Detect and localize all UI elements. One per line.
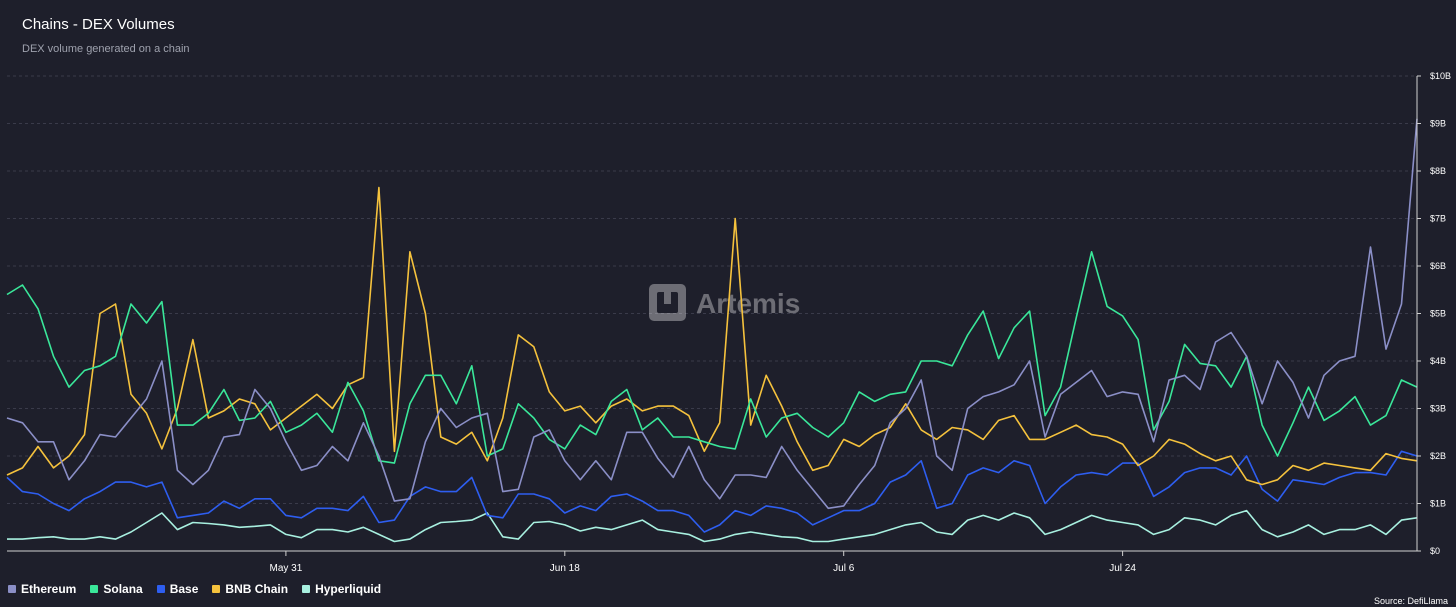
legend-swatch xyxy=(302,585,311,593)
legend-item-bnb-chain[interactable]: BNB Chain xyxy=(212,582,288,596)
watermark-text: Artemis xyxy=(696,288,800,319)
series-line-hyperliquid xyxy=(7,509,1418,543)
legend: Ethereum Solana Base BNB Chain Hyperliquid xyxy=(8,582,381,596)
chart-subtitle: DEX volume generated on a chain xyxy=(22,43,190,55)
y-tick-label: $6B xyxy=(1430,261,1446,271)
grid-lines xyxy=(7,75,1417,504)
legend-label: Solana xyxy=(103,582,143,596)
x-tick-label: Jul 24 xyxy=(1109,563,1136,574)
series-line-ethereum xyxy=(6,118,1418,510)
legend-swatch xyxy=(156,585,165,593)
series-lines xyxy=(6,118,1418,543)
legend-label: Base xyxy=(169,582,199,596)
artemis-logo-icon xyxy=(649,284,686,321)
legend-item-ethereum[interactable]: Ethereum xyxy=(8,582,76,596)
series-line-solana xyxy=(6,251,1418,464)
legend-item-solana[interactable]: Solana xyxy=(90,582,143,596)
legend-label: Hyperliquid xyxy=(315,582,382,596)
legend-label: BNB Chain xyxy=(225,582,289,596)
chart-title: Chains - DEX Volumes xyxy=(22,16,175,33)
y-tick-label: $1B xyxy=(1430,499,1446,509)
legend-item-hyperliquid[interactable]: Hyperliquid xyxy=(302,582,381,596)
y-tick-label: $2B xyxy=(1430,451,1446,461)
source-note: Source: DefiLlama xyxy=(1373,596,1448,606)
legend-label: Ethereum xyxy=(21,582,77,596)
y-tick-label: $4B xyxy=(1430,356,1446,366)
y-tick-label: $8B xyxy=(1430,166,1446,176)
y-tick-label: $10B xyxy=(1430,71,1451,81)
legend-item-base[interactable]: Base xyxy=(156,582,199,596)
y-tick-label: $9B xyxy=(1430,119,1446,129)
series-line-base xyxy=(6,450,1418,533)
artemis-logo-icon-inner xyxy=(657,292,678,313)
artemis-logo-icon-bar xyxy=(664,292,671,304)
legend-swatch xyxy=(212,585,221,593)
x-tick-label: Jun 18 xyxy=(550,563,580,574)
x-tick-label: May 31 xyxy=(270,563,303,574)
y-tick-label: $0 xyxy=(1430,546,1440,556)
series-line-bnb-chain xyxy=(6,186,1418,486)
axes: $0 $1B $2B $3B $4B $5B $6B $7B $8B $9B $10B May 31 J… xyxy=(7,71,1451,574)
legend-swatch xyxy=(90,585,99,593)
legend-swatch xyxy=(8,585,16,593)
y-tick-label: $3B xyxy=(1430,404,1446,414)
x-tick-label: Jul 6 xyxy=(833,563,855,574)
y-tick-label: $5B xyxy=(1430,309,1446,319)
artemis-watermark: Artemis xyxy=(649,284,800,321)
y-tick-label: $7B xyxy=(1430,214,1446,224)
